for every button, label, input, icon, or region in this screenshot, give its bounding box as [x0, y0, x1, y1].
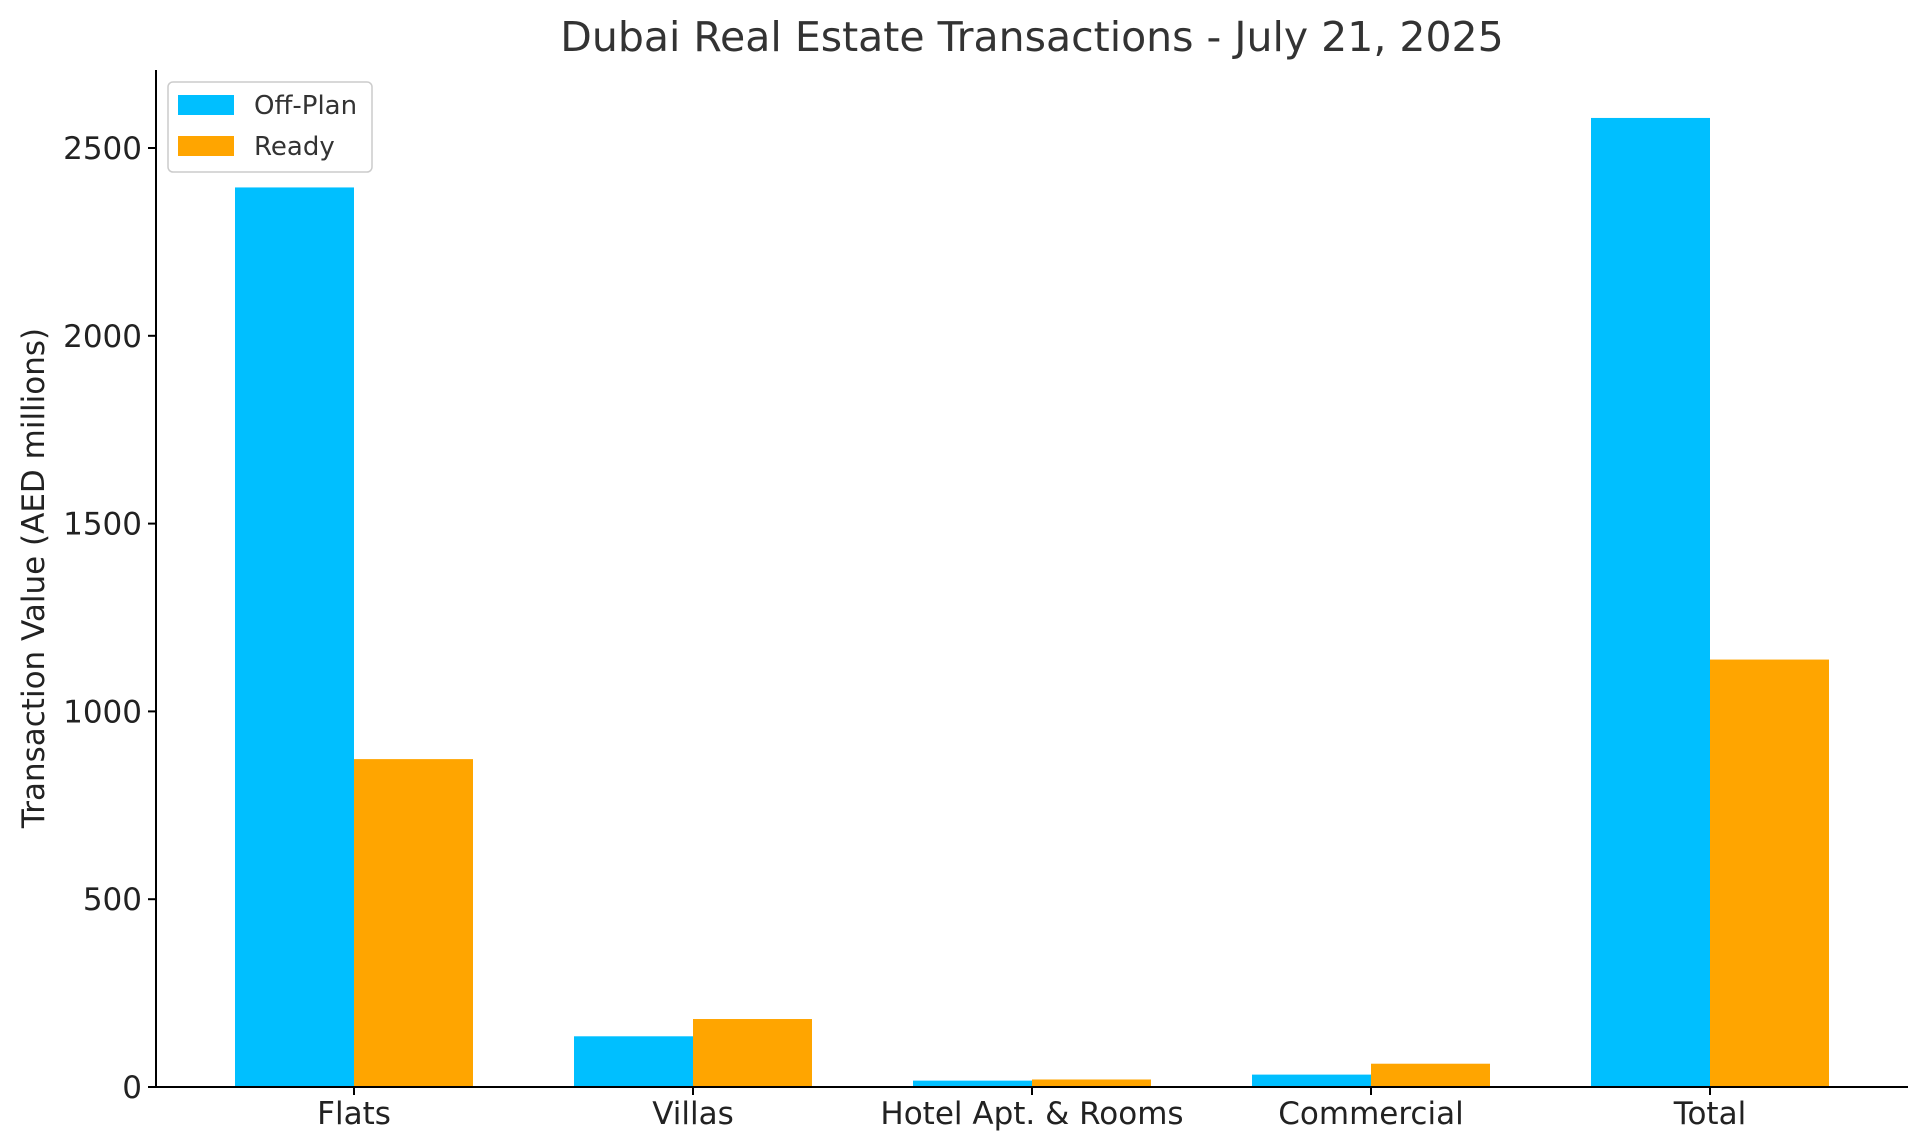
y-axis-label: Transaction Value (AED millions) [16, 328, 52, 829]
y-axis-ticks: 0 500 1000 1500 2000 2500 [63, 131, 156, 1106]
x-tick-label: Commercial [1278, 1096, 1463, 1132]
bar-off-plan-hotel-apt-rooms [913, 1080, 1032, 1087]
y-tick-label: 2500 [63, 131, 142, 167]
x-tick-label: Total [1673, 1096, 1746, 1132]
bar-off-plan-total [1591, 117, 1710, 1087]
bar-ready-hotel-apt-rooms [1032, 1079, 1151, 1087]
x-tick-label: Hotel Apt. & Rooms [880, 1096, 1183, 1132]
y-tick-label: 1000 [63, 694, 142, 730]
bar-ready-villas [693, 1019, 812, 1087]
y-tick-label: 500 [83, 882, 142, 918]
chart-title: Dubai Real Estate Transactions - July 21… [560, 13, 1503, 61]
x-axis-ticks: Flats Villas Hotel Apt. & Rooms Commercial T… [317, 1087, 1746, 1132]
legend-swatch [178, 136, 234, 156]
bar-off-plan-commercial [1252, 1074, 1371, 1087]
bar-ready-commercial [1371, 1063, 1490, 1087]
legend-label: Off-Plan [254, 91, 357, 121]
x-tick-label: Flats [317, 1096, 391, 1132]
legend: Off-Plan Ready [167, 81, 373, 173]
legend-swatch [178, 95, 234, 115]
bar-off-plan-villas [574, 1036, 693, 1087]
y-tick-label: 0 [122, 1070, 142, 1106]
bar-off-plan-flats [235, 187, 354, 1088]
bar-ready-total [1710, 659, 1829, 1087]
y-tick-label: 1500 [63, 507, 142, 543]
bars [235, 117, 1829, 1088]
y-tick-label: 2000 [63, 319, 142, 355]
legend-label: Ready [254, 132, 335, 162]
bar-ready-flats [354, 759, 473, 1087]
x-tick-label: Villas [652, 1096, 734, 1132]
